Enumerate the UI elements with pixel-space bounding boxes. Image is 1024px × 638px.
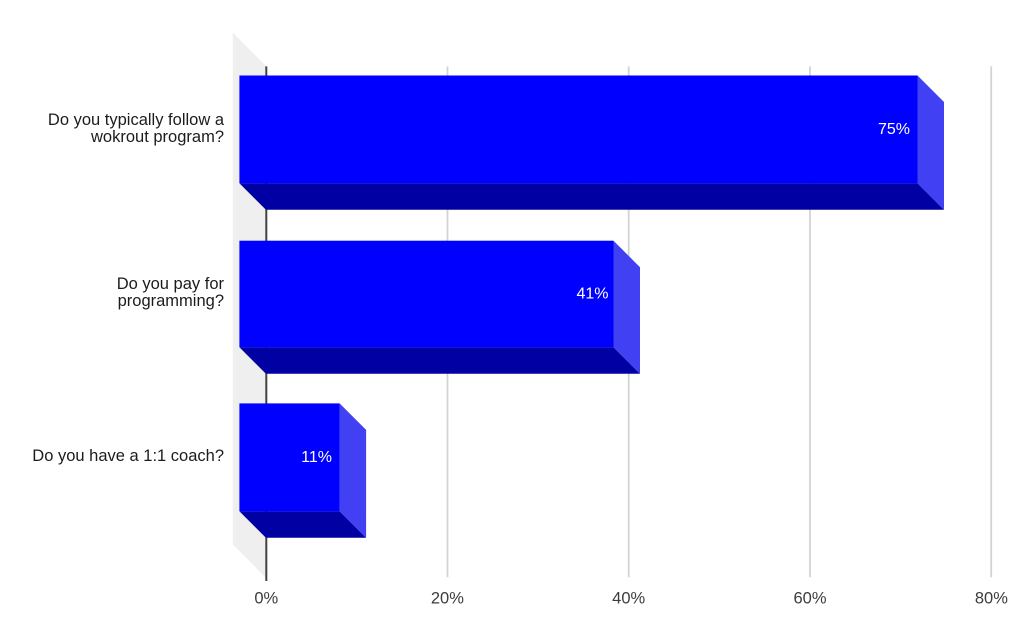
svg-text:60%: 60%	[793, 590, 826, 608]
svg-text:Do you have a 1:1 coach?: Do you have a 1:1 coach?	[32, 447, 224, 465]
svg-text:11%: 11%	[301, 449, 332, 466]
svg-text:0%: 0%	[254, 590, 278, 608]
svg-text:40%: 40%	[612, 590, 645, 608]
svg-text:75%: 75%	[878, 121, 910, 138]
svg-text:80%: 80%	[975, 590, 1008, 608]
svg-text:20%: 20%	[431, 590, 464, 608]
svg-text:programming?: programming?	[118, 292, 224, 310]
svg-text:wokrout program?: wokrout program?	[90, 128, 224, 146]
svg-text:Do you pay for: Do you pay for	[117, 275, 225, 293]
svg-text:41%: 41%	[576, 286, 608, 303]
svg-text:Do you typically follow a: Do you typically follow a	[48, 111, 225, 129]
